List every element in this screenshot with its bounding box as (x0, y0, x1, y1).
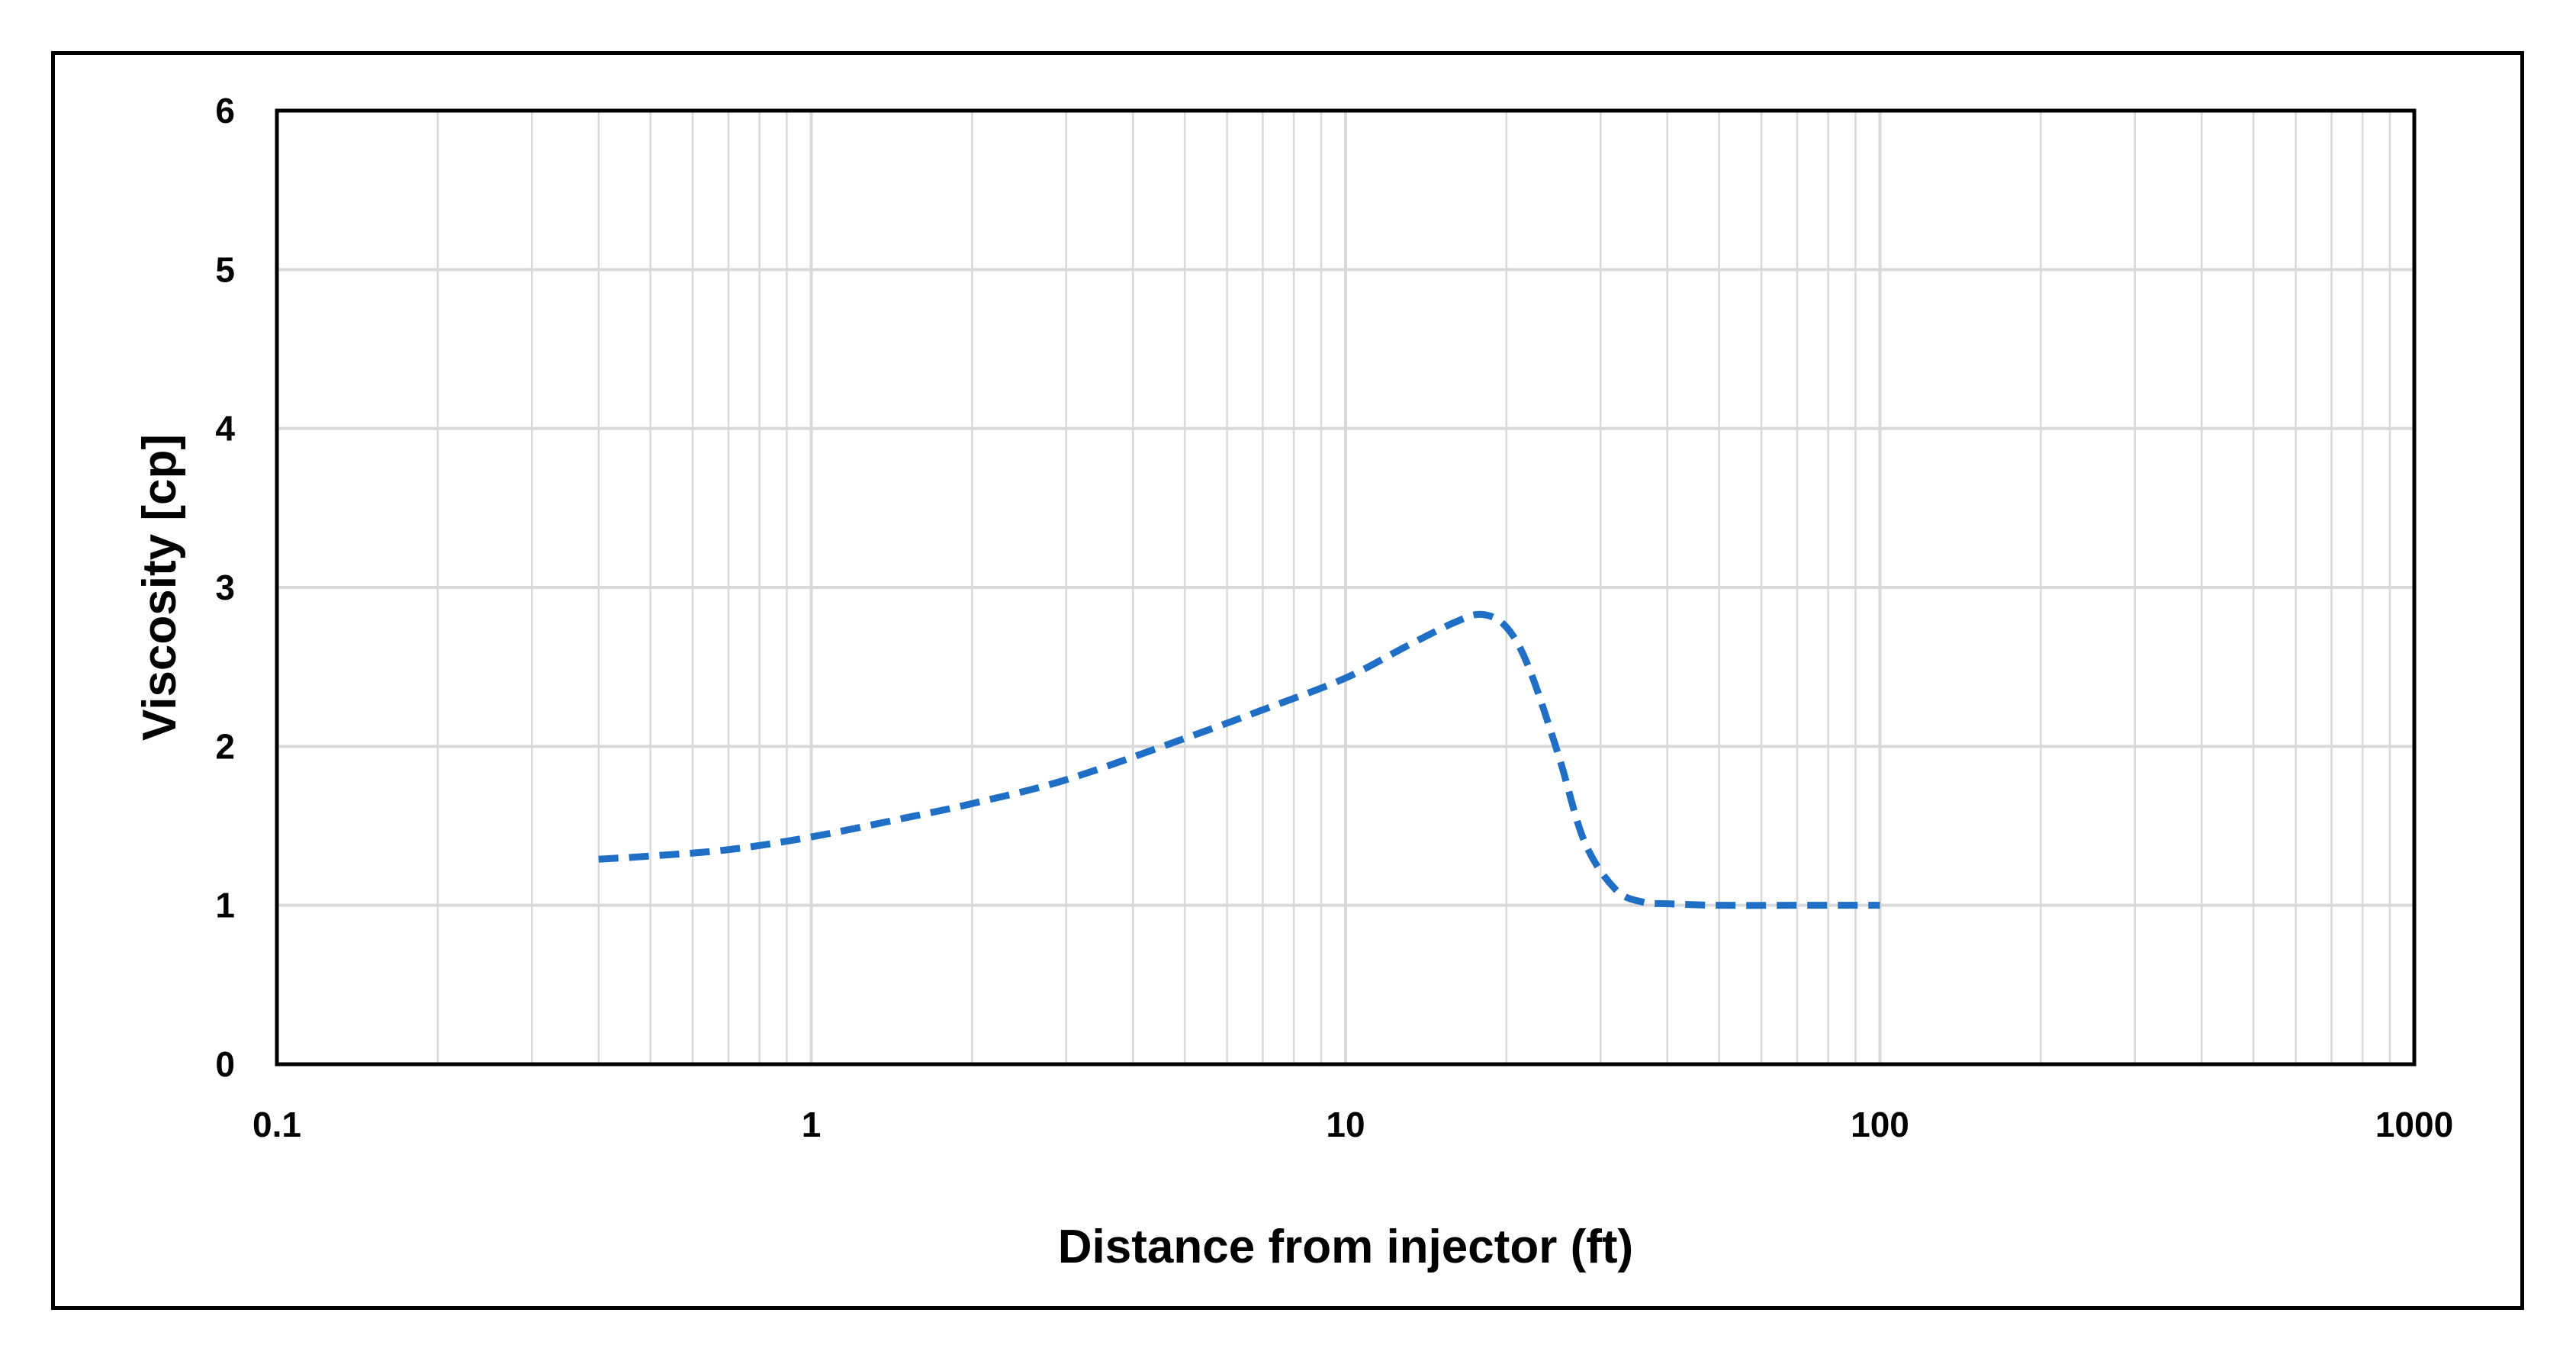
x-tick-label: 10 (1326, 1105, 1365, 1144)
y-tick-label: 1 (215, 886, 235, 925)
x-axis-ticks: 0.1 1 10 100 1000 (252, 1105, 2453, 1144)
x-tick-label: 0.1 (252, 1105, 301, 1144)
x-tick-label: 1000 (2375, 1105, 2453, 1144)
x-axis-label: Distance from injector (ft) (1058, 1221, 1633, 1273)
y-tick-label: 0 (215, 1044, 235, 1084)
y-tick-label: 5 (215, 249, 235, 289)
y-tick-label: 3 (215, 568, 235, 607)
x-tick-label: 1 (802, 1105, 822, 1144)
grid (277, 111, 2414, 1064)
y-tick-label: 2 (215, 726, 235, 766)
series-line-0 (598, 610, 1880, 909)
plot-area-border (275, 108, 2417, 1067)
chart-frame (51, 51, 2524, 1310)
y-axis-label: Viscosity [cp] (133, 434, 186, 741)
series-layer (598, 610, 1880, 909)
y-tick-label: 4 (215, 409, 235, 449)
x-tick-label: 100 (1851, 1105, 1909, 1144)
y-tick-label: 6 (215, 91, 235, 130)
y-axis-ticks: 0 1 2 3 4 5 6 (215, 91, 235, 1084)
